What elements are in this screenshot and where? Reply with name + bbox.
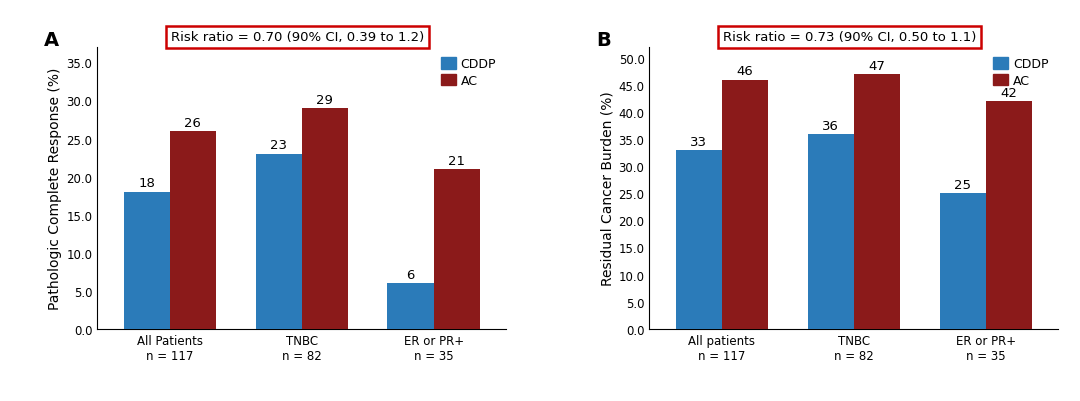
Text: 47: 47: [868, 60, 886, 73]
Text: 21: 21: [448, 154, 465, 167]
Bar: [676, 151, 721, 329]
Text: B: B: [596, 31, 611, 50]
Bar: [123, 192, 170, 329]
Text: 36: 36: [822, 119, 839, 132]
Text: Risk ratio = 0.70 (90% CI, 0.39 to 1.2): Risk ratio = 0.70 (90% CI, 0.39 to 1.2): [171, 31, 424, 44]
Text: 42: 42: [1000, 87, 1017, 100]
Bar: [808, 134, 854, 329]
Bar: [388, 283, 434, 329]
Legend: CDDP, AC: CDDP, AC: [989, 55, 1052, 91]
Bar: [986, 102, 1032, 329]
Bar: [721, 81, 768, 329]
Y-axis label: Pathologic Complete Response (%): Pathologic Complete Response (%): [49, 68, 63, 309]
Bar: [940, 194, 986, 329]
Text: 46: 46: [737, 65, 754, 78]
Bar: [256, 154, 301, 329]
Text: 29: 29: [316, 93, 334, 107]
Text: 26: 26: [185, 116, 201, 130]
Text: 6: 6: [406, 268, 415, 281]
Bar: [301, 109, 348, 329]
Text: 23: 23: [270, 139, 287, 152]
Text: Risk ratio = 0.73 (90% CI, 0.50 to 1.1): Risk ratio = 0.73 (90% CI, 0.50 to 1.1): [723, 31, 976, 44]
Bar: [170, 132, 216, 329]
Bar: [434, 170, 480, 329]
Text: 25: 25: [955, 179, 971, 192]
Text: A: A: [44, 31, 59, 50]
Text: 33: 33: [690, 136, 707, 148]
Text: 18: 18: [138, 177, 156, 190]
Bar: [854, 75, 900, 329]
Legend: CDDP, AC: CDDP, AC: [437, 55, 500, 91]
Y-axis label: Residual Cancer Burden (%): Residual Cancer Burden (%): [600, 91, 615, 286]
